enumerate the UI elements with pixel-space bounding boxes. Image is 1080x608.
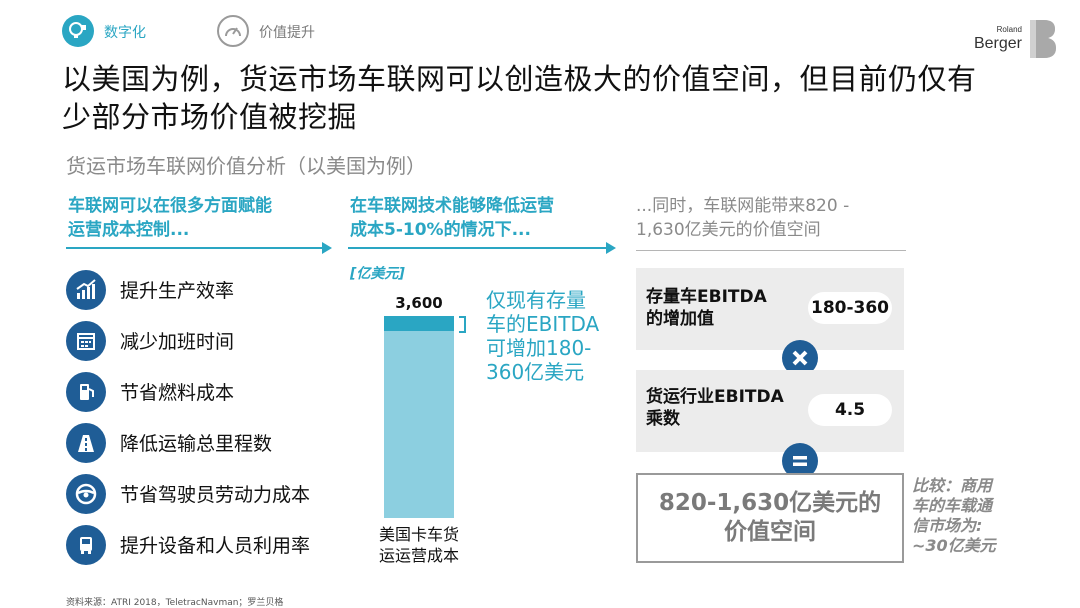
value-pool-result: 820-1,630亿美元的 价值空间	[636, 473, 904, 563]
logo-line-2: Berger	[973, 35, 1022, 52]
left-header-line-1: 车联网可以在很多方面赋能	[68, 196, 272, 216]
chart-subtitle: 货运市场车联网价值分析（以美国为例）	[66, 154, 426, 178]
title-line-2: 少部分市场价值被挖掘	[62, 100, 358, 134]
lever-item: 节省驾驶员劳动力成本	[66, 468, 346, 519]
ebitda-increase-value: 180-360	[808, 292, 892, 324]
bar-total-value: 3,600	[395, 294, 443, 312]
lever-item: 降低运输总里程数	[66, 417, 346, 468]
lever-label: 降低运输总里程数	[120, 433, 273, 455]
truck-icon	[66, 524, 106, 565]
bar-category-label: 美国卡车货 运运营成本	[364, 524, 474, 566]
note-line-3: 可增加180-	[486, 336, 592, 360]
compare-line-3: 信市场为:	[912, 516, 983, 535]
ebitda-multiple-value: 4.5	[808, 394, 892, 426]
compare-line-1: 比较：商用	[912, 476, 993, 495]
lever-label: 节省驾驶员劳动力成本	[120, 484, 311, 506]
compare-line-2: 车的车载通	[912, 496, 993, 515]
tab-digitalization[interactable]	[62, 15, 94, 47]
cost-bar-highlight	[384, 316, 454, 331]
left-header-line-2: 运营成本控制...	[68, 220, 190, 240]
right-header-rule	[636, 250, 906, 251]
fuel-pump-icon	[66, 371, 106, 412]
unit-label: [亿美元]	[350, 266, 405, 282]
ebitda-multiple-box: 货运行业EBITDA 乘数 4.5	[636, 370, 904, 452]
lever-label: 提升设备和人员利用率	[120, 535, 311, 557]
road-icon	[66, 422, 106, 463]
middle-column-header: 在车联网技术能够降低运营 成本5-10%的情况下...	[350, 194, 620, 242]
middle-header-line-2: 成本5-10%的情况下...	[350, 220, 531, 240]
logo-mark-icon	[1030, 20, 1056, 58]
result-line-2: 价值空间	[724, 519, 816, 545]
compare-line-4: ~30亿美元	[912, 536, 996, 555]
note-line-2: 车的EBITDA	[486, 312, 600, 336]
note-line-1: 仅现有存量	[486, 288, 586, 312]
box-label-line-2: 的增加值	[646, 309, 714, 329]
lever-item: 减少加班时间	[66, 315, 346, 366]
lever-label: 减少加班时间	[120, 331, 235, 353]
logo-line-1: Roland	[996, 25, 1022, 34]
ebitda-multiple-label: 货运行业EBITDA 乘数	[646, 386, 784, 430]
box-label-line-1: 货运行业EBITDA	[646, 387, 784, 407]
comparison-note: 比较：商用 车的车载通 信市场为: ~30亿美元	[912, 476, 1020, 556]
page-title: 以美国为例，货运市场车联网可以创造极大的价值空间，但目前仍仅有 少部分市场价值被…	[62, 60, 1022, 136]
right-header-line-2: 1,630亿美元的价值空间	[636, 220, 821, 240]
middle-header-line-1: 在车联网技术能够降低运营	[350, 196, 554, 216]
box-label-line-2: 乘数	[646, 409, 680, 429]
bar-label-line-1: 美国卡车货	[378, 525, 459, 544]
middle-arrow-line	[348, 247, 606, 249]
left-arrow-head-icon	[322, 242, 332, 254]
title-line-1: 以美国为例，货运市场车联网可以创造极大的价值空间，但目前仍仅有	[62, 62, 977, 96]
gauge-icon	[217, 15, 249, 47]
growth-chart-icon	[66, 269, 106, 310]
lever-label: 提升生产效率	[120, 280, 235, 302]
roland-berger-logo: Roland Berger	[960, 26, 1022, 52]
right-header-line-1: ...同时，车联网能带来820 -	[636, 196, 850, 216]
calendar-icon	[66, 320, 106, 361]
lever-item: 提升设备和人员利用率	[66, 519, 346, 570]
result-line-1: 820-1,630亿美元的	[658, 490, 882, 516]
tab-value-uplift[interactable]	[217, 15, 249, 47]
ebitda-increase-note: 仅现有存量 车的EBITDA 可增加180- 360亿美元	[486, 288, 616, 384]
steering-wheel-icon	[66, 473, 106, 514]
lever-label: 节省燃料成本	[120, 382, 235, 404]
right-column-header: ...同时，车联网能带来820 - 1,630亿美元的价值空间	[636, 194, 916, 242]
note-line-4: 360亿美元	[486, 360, 585, 384]
lever-item: 提升生产效率	[66, 264, 346, 315]
source-note: 资料来源：ATRI 2018，TeletracNavman；罗兰贝格	[66, 598, 284, 608]
lever-list: 提升生产效率 减少加班时间 节省燃料成本 降低运输总里程数 节省驾驶员劳动力成本…	[66, 264, 346, 570]
middle-arrow-head-icon	[606, 242, 616, 254]
cost-bar-main	[384, 331, 454, 518]
left-arrow-line	[66, 247, 322, 249]
left-column-header: 车联网可以在很多方面赋能 运营成本控制...	[68, 194, 338, 242]
tab-digitalization-label: 数字化	[104, 25, 146, 41]
bar-label-line-2: 运运营成本	[378, 546, 459, 565]
bulb-icon	[62, 15, 94, 47]
box-label-line-1: 存量车EBITDA	[646, 287, 767, 307]
cost-bar	[384, 316, 454, 518]
highlight-bracket	[459, 316, 466, 333]
ebitda-increase-label: 存量车EBITDA 的增加值	[646, 286, 767, 330]
lever-item: 节省燃料成本	[66, 366, 346, 417]
tab-value-uplift-label: 价值提升	[259, 25, 315, 41]
ebitda-increase-box: 存量车EBITDA 的增加值 180-360	[636, 268, 904, 350]
